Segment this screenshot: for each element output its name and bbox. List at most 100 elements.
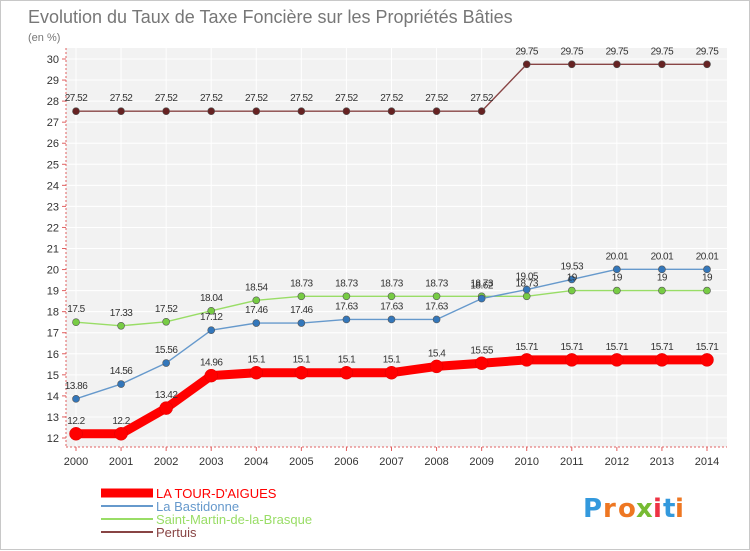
data-point <box>613 60 621 69</box>
data-point <box>69 427 83 441</box>
y-tick-label: 14 <box>47 391 59 403</box>
data-point <box>387 107 396 116</box>
data-label: 27.52 <box>245 93 268 104</box>
data-point <box>159 401 173 415</box>
data-point <box>474 356 489 371</box>
data-label: 14.56 <box>110 366 133 377</box>
data-label: 12.2 <box>112 416 130 427</box>
data-label: 27.52 <box>335 93 358 104</box>
data-label: 27.52 <box>425 93 448 104</box>
data-point <box>162 317 170 326</box>
legend-label: Pertuis <box>156 525 197 540</box>
data-point <box>252 319 261 327</box>
data-point <box>297 107 306 116</box>
data-point <box>297 319 306 327</box>
x-tick-label: 2010 <box>514 456 538 468</box>
data-point <box>387 315 396 324</box>
y-tick-label: 13 <box>47 412 59 424</box>
data-point <box>610 353 624 367</box>
legend-label: La Bastidonne <box>156 499 239 514</box>
logo-letter: i <box>675 494 685 524</box>
logo-letter: t <box>663 494 676 524</box>
data-label: 29.75 <box>606 46 629 57</box>
data-label: 15.1 <box>293 355 311 366</box>
data-point <box>432 315 441 324</box>
data-label: 18.73 <box>335 278 358 289</box>
x-tick-label: 2009 <box>469 456 493 468</box>
data-label: 20.01 <box>651 251 674 262</box>
data-point <box>162 107 170 116</box>
data-label: 27.52 <box>110 93 133 104</box>
data-label: 19 <box>567 273 578 284</box>
data-label: 15.1 <box>248 355 266 366</box>
data-point <box>703 265 711 274</box>
legend-label: Saint-Martin-de-la-Brasque <box>156 512 312 527</box>
y-tick-label: 21 <box>47 244 59 256</box>
data-label: 12.2 <box>67 416 85 427</box>
data-point <box>342 292 351 301</box>
data-label: 15.1 <box>338 355 356 366</box>
data-point <box>117 380 125 388</box>
data-point <box>429 359 444 374</box>
data-point <box>249 365 264 380</box>
x-tick-label: 2013 <box>650 456 674 468</box>
data-label: 17.12 <box>200 312 223 323</box>
data-label: 27.52 <box>155 93 178 104</box>
data-point <box>658 60 666 69</box>
y-tick-label: 30 <box>47 54 59 66</box>
data-point <box>342 107 351 116</box>
data-label: 29.75 <box>696 46 719 57</box>
data-label: 17.63 <box>335 301 358 312</box>
y-tick-label: 16 <box>47 349 59 361</box>
data-point <box>613 265 621 274</box>
data-point <box>522 285 531 294</box>
data-label: 18.73 <box>290 278 313 289</box>
data-label: 29.75 <box>651 46 674 57</box>
data-point <box>658 286 666 295</box>
data-point <box>658 265 666 274</box>
logo-letter: r <box>603 494 617 524</box>
data-label: 18.04 <box>200 293 223 304</box>
data-point <box>207 307 216 315</box>
data-label: 19 <box>657 273 668 284</box>
y-tick-label: 20 <box>47 265 59 277</box>
y-tick-label: 25 <box>47 159 59 171</box>
y-tick-label: 27 <box>47 117 59 129</box>
x-tick-label: 2007 <box>379 456 403 468</box>
data-label: 17.52 <box>155 304 178 315</box>
data-label: 13.86 <box>65 381 88 392</box>
data-point <box>204 368 218 383</box>
x-tick-label: 2000 <box>64 456 88 468</box>
y-tick-label: 24 <box>47 180 59 192</box>
data-label: 15.71 <box>606 342 629 353</box>
data-label: 13.42 <box>155 390 178 401</box>
chart-title: Evolution du Taux de Taxe Foncière sur l… <box>28 7 513 27</box>
data-label: 17.63 <box>380 301 403 312</box>
data-label: 19.53 <box>561 261 584 272</box>
data-point <box>72 107 80 116</box>
data-point <box>432 292 441 301</box>
data-point <box>565 353 579 367</box>
data-point <box>342 315 351 324</box>
data-point <box>72 318 80 326</box>
data-label: 27.52 <box>290 93 313 104</box>
data-point <box>207 107 216 116</box>
data-label: 27.52 <box>65 93 88 104</box>
y-tick-label: 28 <box>47 96 59 108</box>
data-label: 15.55 <box>470 345 493 356</box>
y-tick-label: 23 <box>47 201 59 213</box>
chart-subtitle: (en %) <box>28 32 60 44</box>
data-point <box>72 395 80 403</box>
data-point <box>339 365 354 380</box>
data-label: 18.73 <box>515 278 538 289</box>
data-point <box>703 60 711 69</box>
data-point <box>655 353 669 367</box>
logo-letter: P <box>583 494 603 524</box>
data-point <box>387 292 396 301</box>
x-tick-label: 2005 <box>289 456 313 468</box>
data-point <box>117 321 125 330</box>
data-label: 15.71 <box>651 342 674 353</box>
data-label: 17.33 <box>110 308 133 319</box>
